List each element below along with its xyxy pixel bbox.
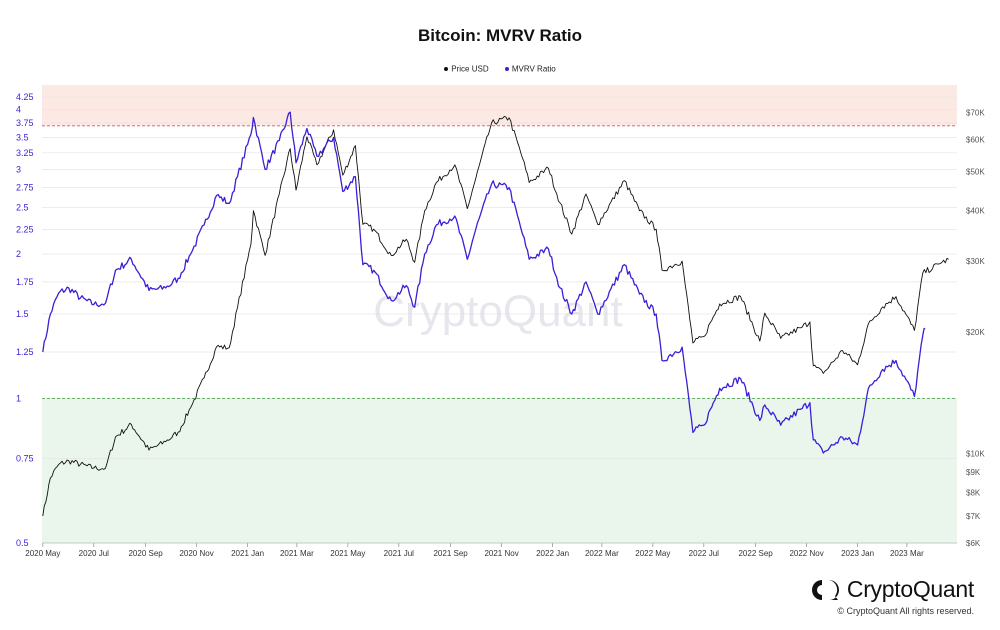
x-tick-label-17: 2023 Mar [890,549,924,558]
band-layer [42,85,957,543]
zone-band-1 [42,398,957,543]
x-tick-label-9: 2021 Nov [484,549,518,558]
left-tick-label-0: 0.5 [16,538,29,548]
left-tick-label-1: 0.75 [16,453,34,463]
left-tick-label-2: 1 [16,394,21,404]
left-tick-label-13: 3.75 [16,118,34,128]
left-tick-label-4: 1.5 [16,309,29,319]
left-tick-label-11: 3.25 [16,148,34,158]
cryptoquant-logo-icon [811,579,839,600]
left-tick-label-15: 4.25 [16,92,34,102]
right-tick-label-9: $60K [966,136,985,145]
legend-dot-price [444,66,449,71]
x-tick-label-0: 2020 May [25,549,60,558]
left-tick-label-7: 2.25 [16,224,34,234]
x-tick-label-13: 2022 Jul [689,549,719,558]
x-tick-label-12: 2022 May [635,549,670,558]
x-tick-label-11: 2022 Mar [585,549,619,558]
right-tick-label-7: $40K [966,207,985,216]
series-line-price [42,115,949,517]
right-tick-label-6: $30K [966,257,985,266]
left-tick-label-5: 1.75 [16,277,34,287]
threshold-layer [42,125,957,399]
right-tick-label-1: $7K [966,512,981,521]
left-tick-label-9: 2.75 [16,183,34,193]
right-tick-label-10: $70K [966,109,985,118]
right-tick-label-2: $8K [966,489,981,498]
legend-label-mvrv: MVRV Ratio [511,64,556,74]
left-tick-label-8: 2.5 [16,203,29,213]
left-tick-label-6: 2 [16,249,21,259]
x-tick-label-7: 2021 Jul [384,549,414,558]
left-tick-label-12: 3.5 [16,132,29,142]
zone-band-0 [42,85,957,126]
x-tick-label-3: 2020 Nov [179,549,213,558]
right-tick-label-8: $50K [966,168,985,177]
legend-label-price: Price USD [451,64,489,74]
brand-name: CryptoQuant [846,576,974,602]
copyright-text: © CryptoQuant All rights reserved. [837,606,974,616]
legend-dot-mvrv [504,66,509,71]
brand-logo: CryptoQuant [811,576,974,603]
right-tick-label-0: $6K [966,539,981,548]
chart-legend: Price USD MVRV Ratio [0,64,1000,73]
legend-item-mvrv[interactable]: MVRV Ratio [504,64,556,74]
left-tick-label-10: 3 [16,165,21,175]
x-tick-label-2: 2020 Sep [128,549,163,558]
x-tick-label-8: 2021 Sep [433,549,468,558]
x-tick-label-14: 2022 Sep [738,549,773,558]
left-axis: 0.5 0.75 1 1.25 1.5 1.75 2 2.25 2.5 2.75 3 3.25 3.5 3… [16,92,34,548]
x-tick-label-16: 2023 Jan [841,549,874,558]
right-axis: $6K $7K $8K $9K $10K $20K $30K $40K $50K $60K $70K [966,109,985,548]
series-line-mvrv [42,111,926,454]
right-tick-label-3: $9K [966,468,981,477]
watermark-text: CryptoQuant [373,287,622,336]
x-tick-label-10: 2022 Jan [536,549,569,558]
chart-title: Bitcoin: MVRV Ratio [417,26,583,45]
left-tick-label-3: 1.25 [16,347,34,357]
x-tick-label-1: 2020 Jul [79,549,109,558]
series-layer [42,111,949,517]
x-tick-label-6: 2021 May [330,549,365,558]
right-tick-label-5: $20K [966,328,985,337]
x-axis: 2020 May 2020 Jul 2020 Sep 2020 Nov 2021 Jan… [25,542,957,558]
x-tick-label-5: 2021 Mar [280,549,314,558]
right-tick-label-4: $10K [966,450,985,459]
left-tick-label-14: 4 [16,105,21,115]
legend-item-price[interactable]: Price USD [444,64,489,74]
x-tick-label-15: 2022 Nov [789,549,823,558]
x-tick-label-4: 2021 Jan [231,549,264,558]
